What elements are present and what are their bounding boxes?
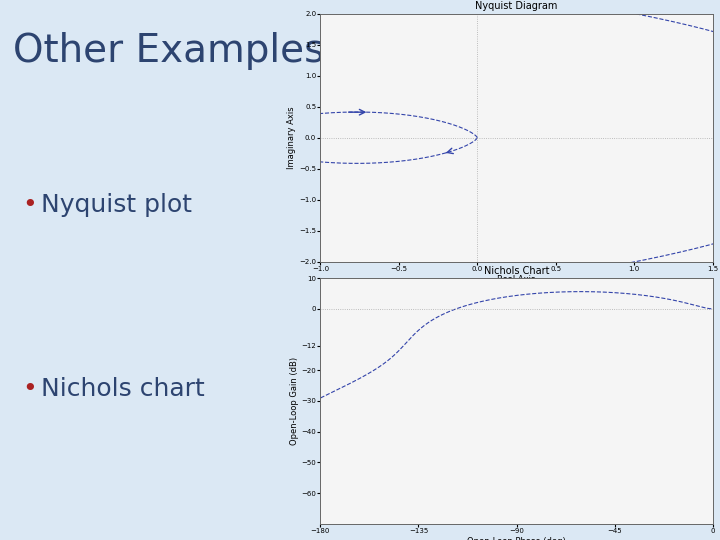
- X-axis label: Real Axis: Real Axis: [498, 275, 536, 284]
- Text: •: •: [22, 193, 37, 217]
- Title: Nyquist Diagram: Nyquist Diagram: [475, 1, 558, 11]
- Text: Nichols chart: Nichols chart: [41, 377, 205, 401]
- Y-axis label: Open-Loop Gain (dB): Open-Loop Gain (dB): [289, 357, 299, 445]
- Text: Nyquist plot: Nyquist plot: [41, 193, 192, 217]
- Text: Other Examples: Other Examples: [13, 32, 324, 70]
- Y-axis label: Imaginary Axis: Imaginary Axis: [287, 106, 297, 169]
- X-axis label: Open-Loop Phase (deg): Open-Loop Phase (deg): [467, 537, 566, 540]
- Title: Nichols Chart: Nichols Chart: [484, 266, 549, 276]
- Text: •: •: [22, 377, 37, 401]
